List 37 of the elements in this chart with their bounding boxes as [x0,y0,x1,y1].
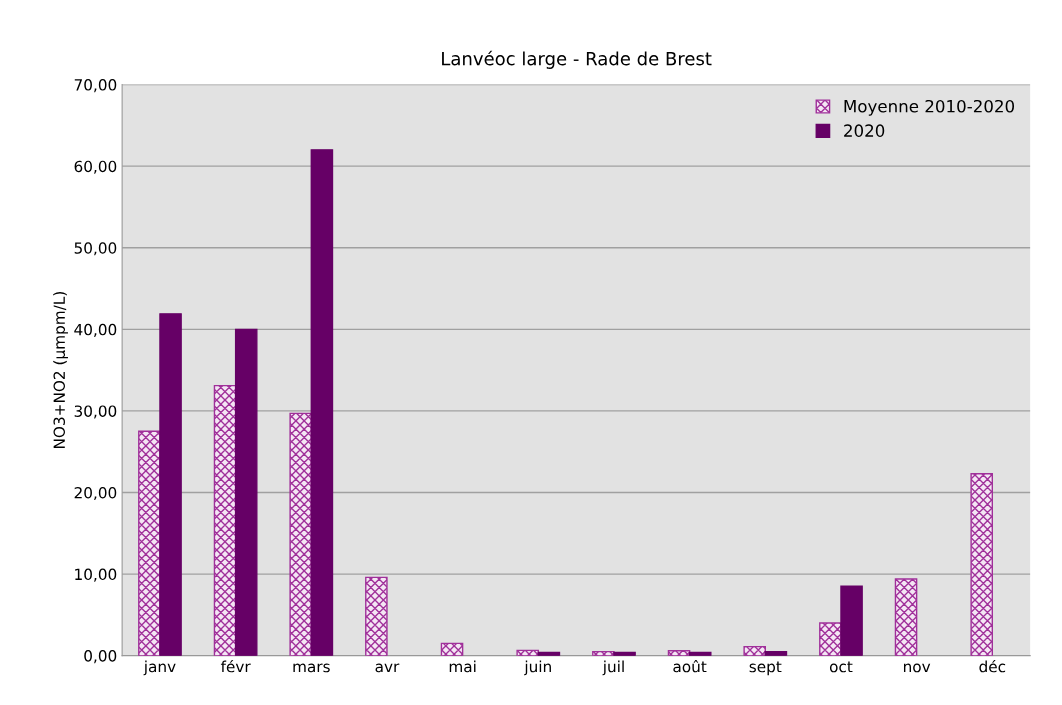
y-tick-label: 20,00 [74,486,117,501]
legend-label: 2020 [844,124,885,137]
x-tick-label: avr [375,663,400,673]
x-tick-label: oct [829,661,853,673]
bar [289,412,312,656]
x-tick-label: sept [749,661,782,676]
bar [365,576,388,656]
y-tick-label: 40,00 [74,323,117,337]
x-tick-label: févr [220,659,251,673]
bar [743,645,766,656]
x-tick-label: mars [293,663,330,673]
y-tick-label: 50,00 [74,242,117,256]
legend-label: Moyenne 2010-2020 [844,99,1015,116]
x-tick-label: mai [449,660,476,673]
bar [894,578,918,656]
bar [159,313,182,656]
bar [840,585,863,656]
bar [234,328,258,656]
bar [819,622,842,656]
y-tick-label: 60,00 [74,160,117,174]
y-tick-label: 30,00 [74,405,117,419]
x-tick-label: déc [979,659,1006,673]
y-tick-label: 0,00 [84,650,117,664]
bar [310,149,334,656]
y-axis-title: NO3+NO2 (µmpm/L) [53,292,68,449]
bar [213,384,237,656]
bar [138,430,161,656]
x-tick-label: nov [903,663,931,673]
x-tick-label: juil [602,660,624,676]
x-tick-label: août [673,659,707,673]
bar [970,473,994,656]
x-tick-label: juin [524,660,551,676]
y-tick-label: 70,00 [74,79,117,93]
chart-title: Lanvéoc large - Rade de Brest [442,50,712,69]
x-tick-label: janv [143,660,176,676]
bar [440,642,464,656]
y-tick-label: 10,00 [75,568,117,582]
